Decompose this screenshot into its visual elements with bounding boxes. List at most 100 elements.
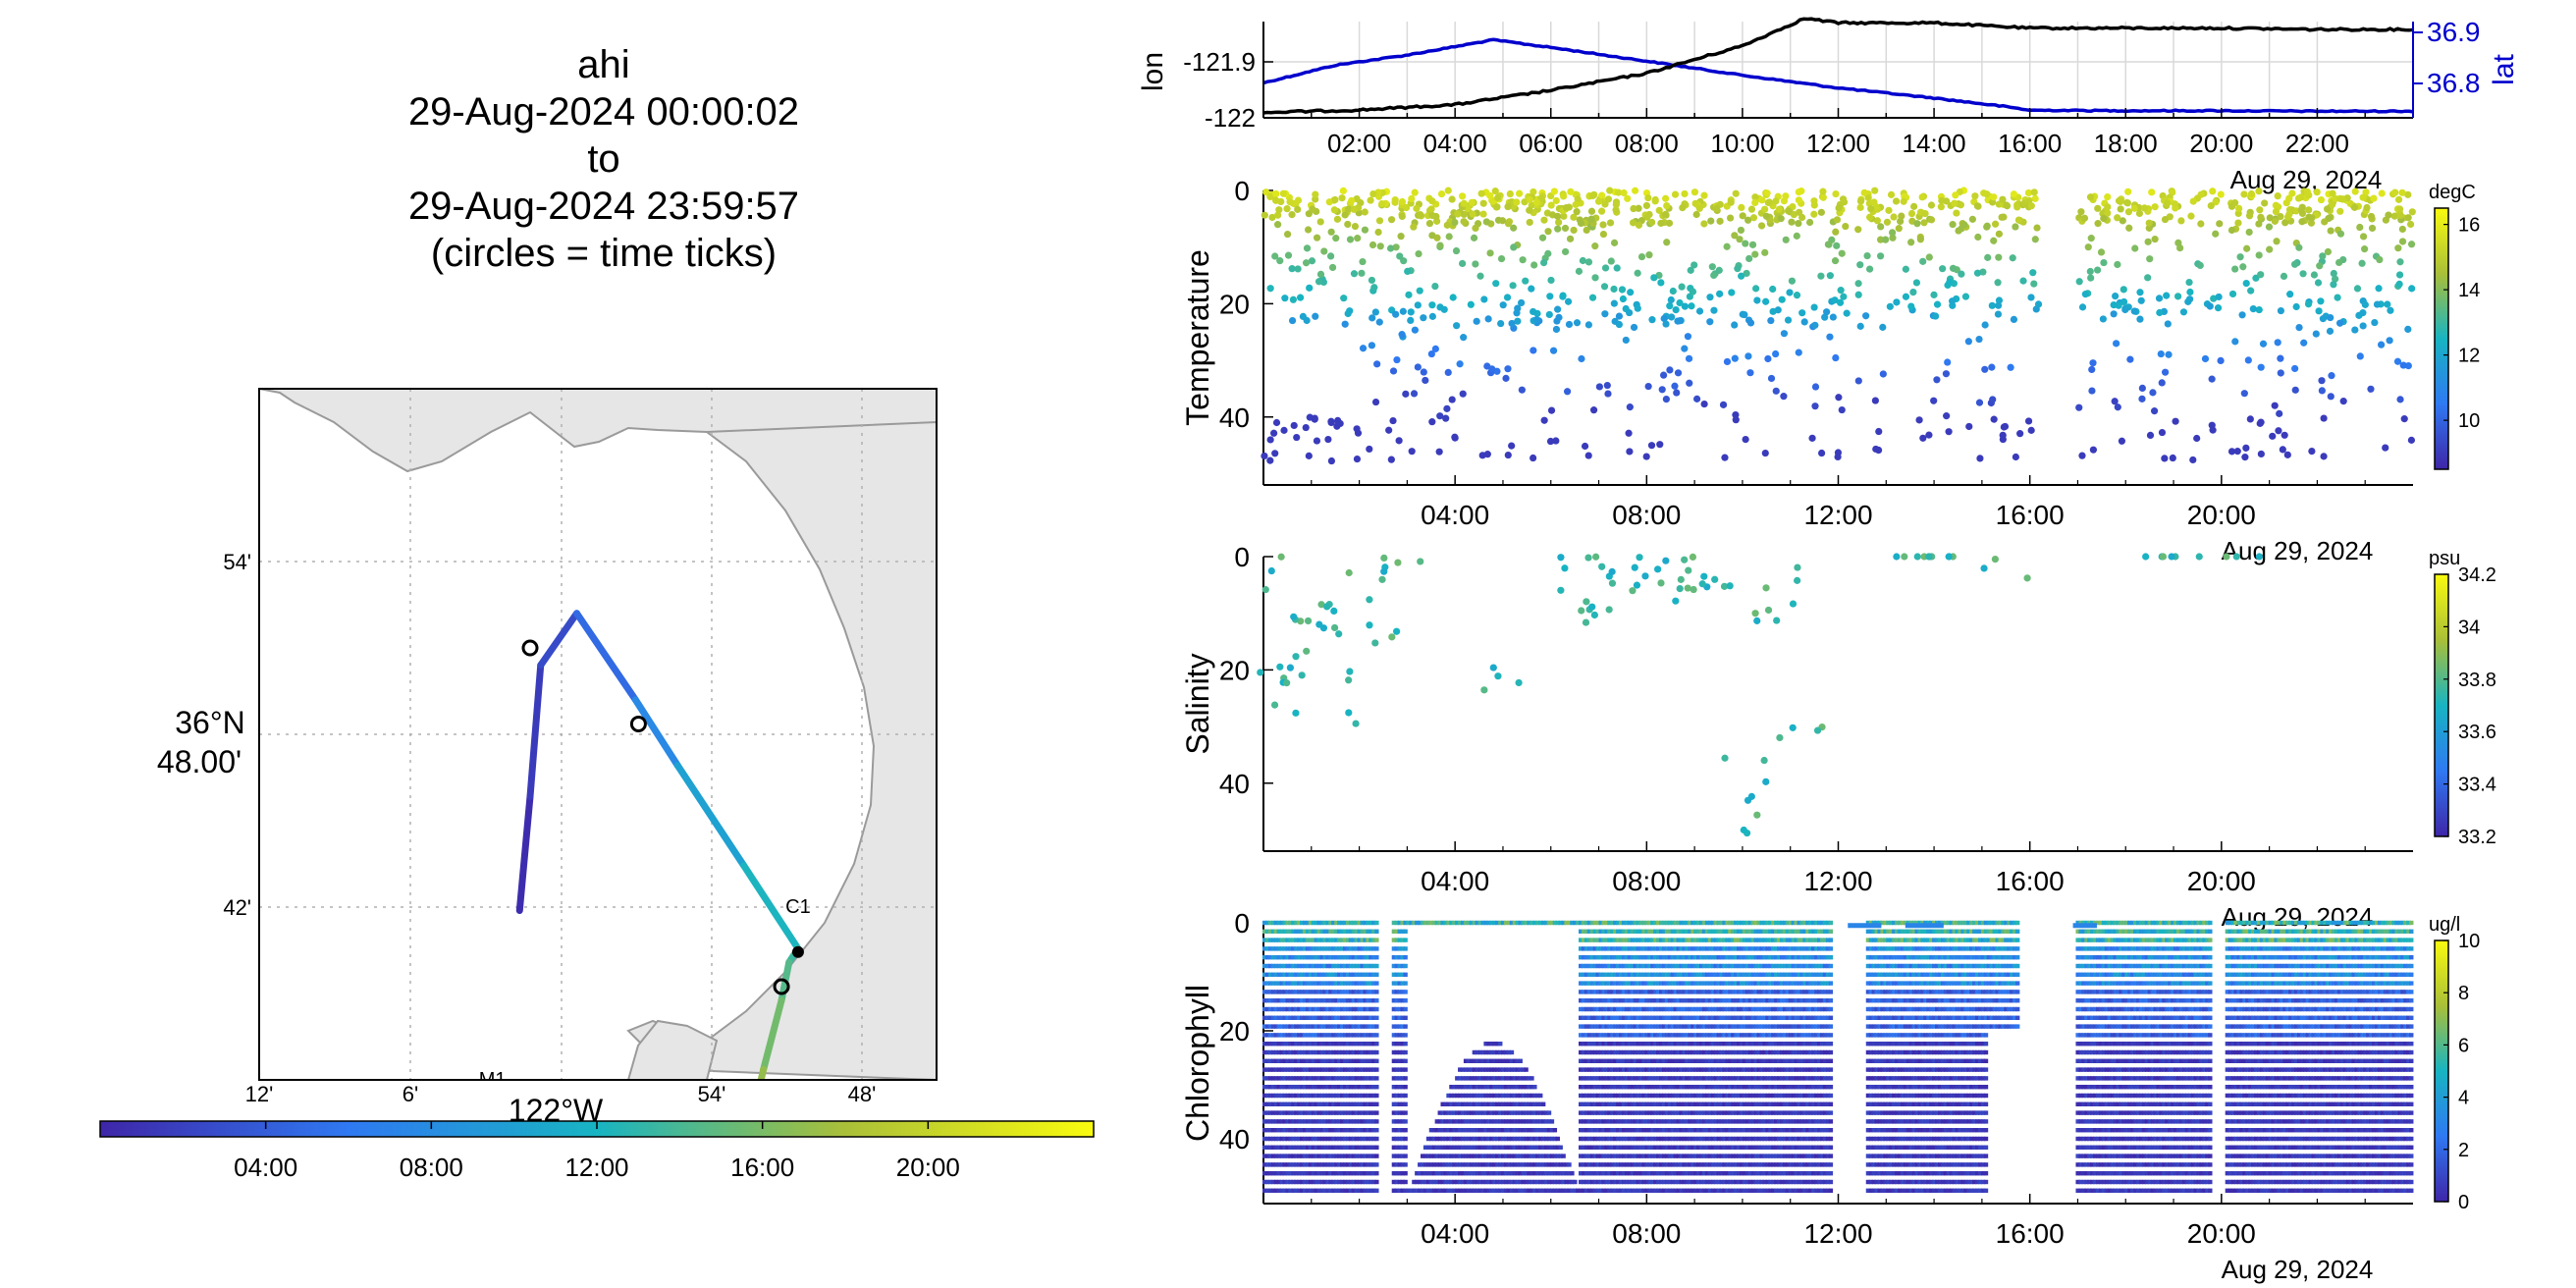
chlorophyll-point (1601, 1033, 1606, 1038)
chlorophyll-point (1288, 955, 1293, 960)
chlorophyll-point (1351, 929, 1357, 934)
chlorophyll-point (1319, 1128, 1324, 1133)
temperature-point (2363, 203, 2371, 212)
chlorophyll-point (1641, 981, 1646, 986)
temperature-point (1448, 195, 1456, 203)
chlorophyll-point (1276, 1058, 1282, 1063)
chlorophyll-point (1610, 1033, 1615, 1038)
chlorophyll-point (1351, 1136, 1357, 1142)
chlorophyll-point (1592, 1024, 1598, 1029)
chlorophyll-point (1549, 1145, 1555, 1150)
lonlat-x-tick: 04:00 (1423, 129, 1487, 158)
chlorophyll-point (1325, 1128, 1330, 1133)
chlorophyll-point (1500, 1171, 1506, 1176)
temperature-point (1823, 308, 1831, 316)
chlorophyll-point (1475, 1119, 1480, 1124)
chlorophyll-point (1595, 1162, 1600, 1167)
chlorophyll-point (1331, 929, 1336, 934)
chlorophyll-point (1647, 963, 1652, 969)
salinity-point (1605, 606, 1613, 614)
chlorophyll-point (1469, 1162, 1475, 1167)
temperature-point (1673, 389, 1681, 397)
chlorophyll-point (1357, 1110, 1362, 1115)
chlorophyll-point (1316, 1085, 1321, 1090)
chlorophyll-point (1509, 1188, 1515, 1193)
chlorophyll-point (1480, 1162, 1485, 1167)
salinity-point (1776, 733, 1784, 742)
chlorophyll-point (1595, 1110, 1600, 1115)
temperature-point (1478, 452, 1486, 459)
temperature-point (1610, 299, 1618, 307)
chlorophyll-point (1647, 1093, 1652, 1099)
chlorophyll-point (1357, 929, 1362, 934)
chlorophyll-point (1340, 1171, 1345, 1176)
chlorophyll-point (1661, 938, 1667, 942)
chlorophyll-point (1633, 990, 1638, 994)
temperature-point (2257, 271, 2265, 279)
chlorophyll-point (1621, 1128, 1627, 1133)
temperature-point (1887, 190, 1896, 198)
track-segment (751, 1111, 756, 1122)
chlorophyll-point (1483, 1119, 1488, 1124)
chlorophyll-point (1300, 1049, 1305, 1055)
chlorophyll-point (1480, 1076, 1485, 1081)
chlorophyll-point (1647, 1085, 1652, 1090)
chlorophyll-point (1530, 1076, 1534, 1081)
chlorophyll-point (1670, 998, 1676, 1003)
temperature-point (2078, 303, 2087, 311)
chlorophyll-point (1653, 1093, 1658, 1099)
temperature-point (1676, 298, 1684, 307)
temperature-point (1856, 203, 1864, 211)
chlorophyll-point (1604, 1076, 1609, 1081)
chlorophyll-point (1460, 1085, 1466, 1090)
chlorophyll-point (1630, 1049, 1636, 1055)
chlorophyll-point (1658, 920, 1664, 926)
chlorophyll-point (1613, 1067, 1618, 1072)
chlorophyll-point (1261, 955, 1267, 960)
temperature-point (1731, 232, 1739, 240)
chlorophyll-point (1322, 963, 1327, 969)
chlorophyll-point (1351, 1058, 1357, 1063)
chlorophyll-point (1564, 1188, 1569, 1193)
temperature-point (2257, 418, 2265, 426)
temperature-points (1261, 187, 2416, 465)
chlorophyll-point (1360, 1162, 1365, 1167)
lonlat-x-tick: 20:00 (2189, 129, 2253, 158)
chlorophyll-point (1661, 1188, 1667, 1193)
temperature-point (1983, 222, 1991, 230)
chlorophyll-point (1319, 1119, 1324, 1124)
chlorophyll-point (1589, 1179, 1595, 1185)
temperature-point (1826, 272, 1834, 280)
chlorophyll-point (1633, 1076, 1638, 1081)
chlorophyll-point (1366, 1171, 1370, 1176)
chlorophyll-point (1270, 1145, 1276, 1150)
chlorophyll-point (1509, 1110, 1515, 1115)
chlorophyll-point (1524, 1162, 1529, 1167)
chlorophyll-point (1316, 938, 1321, 942)
temperature-point (1751, 250, 1759, 258)
chlorophyll-point (1340, 1024, 1345, 1029)
chlorophyll-point (1644, 1136, 1649, 1142)
chlorophyll-point (1400, 1067, 1405, 1072)
chlorophyll-point (1658, 1076, 1664, 1081)
chlorophyll-point (1394, 1188, 1400, 1193)
chlorophyll-point (1518, 1188, 1523, 1193)
chlorophyll-point (1371, 1171, 1376, 1176)
chlorophyll-point (1627, 1128, 1633, 1133)
chlorophyll-point (1644, 1076, 1649, 1081)
chlorophyll-point (1403, 998, 1408, 1003)
chlorophyll-point (1664, 1162, 1670, 1167)
chlorophyll-point (1331, 1093, 1336, 1099)
chlorophyll-point (1391, 1119, 1397, 1124)
temperature-point (1932, 312, 1940, 320)
chlorophyll-point (1601, 1171, 1606, 1176)
temperature-point (1526, 218, 1533, 227)
chlorophyll-point (1613, 929, 1618, 934)
chlorophyll-point (1273, 963, 1279, 969)
colorbar-tick: 4 (2458, 1088, 2469, 1109)
chlorophyll-point (1311, 1119, 1316, 1124)
chlorophyll-point (1276, 1042, 1282, 1046)
chlorophyll-point (1351, 1145, 1357, 1150)
chlorophyll-point (1308, 1145, 1314, 1150)
chlorophyll-point (1279, 972, 1284, 977)
